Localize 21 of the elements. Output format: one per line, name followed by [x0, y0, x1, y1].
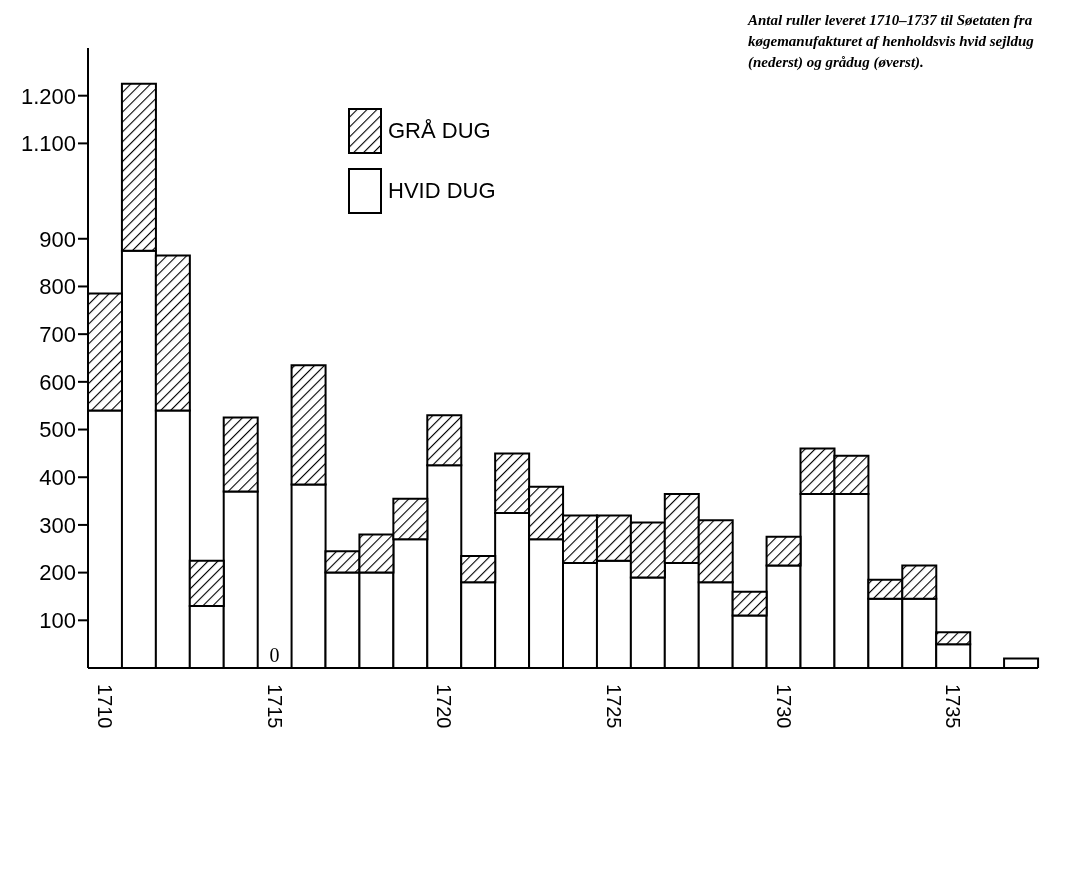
annotation: 0 [269, 644, 280, 666]
y-tick-label: 400 [39, 465, 76, 491]
y-tick-label: 800 [39, 274, 76, 300]
y-tick-label: 100 [39, 608, 76, 634]
legend-label: HVID DUG [388, 178, 496, 204]
x-tick-label: 1735 [942, 684, 965, 729]
y-tick-label: 900 [39, 226, 76, 252]
y-tick-label: 200 [39, 560, 76, 586]
chart-title: Antal ruller leveret 1710–1737 til Søetaten fra køgemanufakturet af henholdsvis hvid sejldug (nederst) og grådug (øverst). [748, 11, 1035, 72]
y-tick-label: 600 [39, 369, 76, 395]
y-tick-label: 700 [39, 321, 76, 347]
x-tick-label: 1715 [263, 684, 286, 729]
y-tick-label: 1.100 [20, 131, 76, 157]
legend-label: GRÅ DUG [388, 118, 491, 144]
x-tick-label: 1730 [772, 684, 795, 729]
x-tick-label: 1710 [93, 684, 116, 729]
x-tick-label: 1725 [602, 684, 625, 729]
y-tick-label: 500 [39, 417, 76, 443]
y-tick-label: 300 [39, 512, 76, 538]
y-tick-label: 1.200 [20, 83, 76, 109]
x-tick-label: 1720 [433, 684, 456, 729]
